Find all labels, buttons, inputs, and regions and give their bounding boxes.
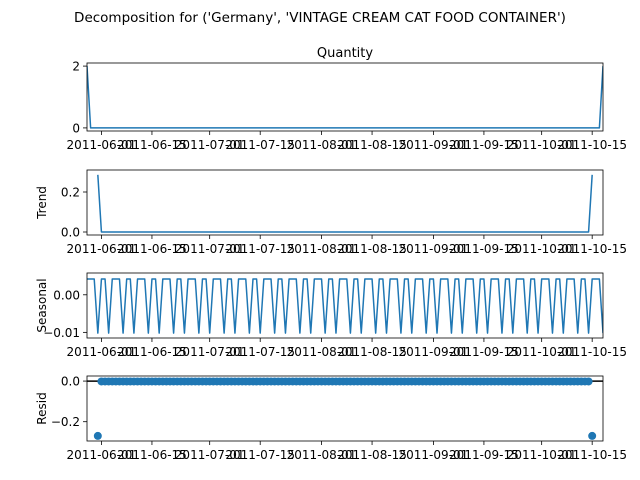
y-tick-label: 0 [72,121,80,135]
axes-frame [86,272,604,339]
y-tick-label: 0.0 [61,375,80,389]
x-tick-label: 2011-09-01 [399,138,469,152]
y-tick-label: 0.0 [61,226,80,240]
figure-title: Decomposition for ('Germany', 'VINTAGE C… [74,10,566,26]
x-tick-label: 2011-08-15 [337,242,407,256]
x-tick-label: 2011-08-01 [287,242,357,256]
x-tick-label: 2011-07-01 [175,448,245,462]
x-tick-label: 2011-07-15 [225,242,295,256]
x-tick-label: 2011-09-15 [449,242,519,256]
x-tick-label: 2011-08-15 [337,448,407,462]
x-tick-label: 2011-07-01 [175,138,245,152]
plot-area [87,66,603,129]
x-tick-label: 2011-09-15 [449,345,519,359]
x-tick-label: 2011-06-01 [67,448,137,462]
x-tick-label: 2011-08-15 [337,138,407,152]
x-tick-label: 2011-09-01 [399,242,469,256]
x-tick-label: 2011-10-01 [507,345,577,359]
trend-panel: Trend 0.0 0.2 2011-06-012011-06-152011-07-0… [35,169,627,256]
x-tick-label: 2011-10-15 [557,345,627,359]
axes-frame [86,375,604,442]
axes-frame [86,62,604,132]
quantity-panel: Quantity 0 2 2011-06-012011-06-152011-07-01… [67,46,627,152]
x-tick-label: 2011-10-01 [507,448,577,462]
x-tick-label: 2011-09-01 [399,345,469,359]
x-tick-label: 2011-10-15 [557,448,627,462]
y-tick-label: 0.2 [61,186,80,200]
y-tick-label: −0.2 [51,415,80,429]
resid-point [588,431,597,440]
x-tick-label: 2011-08-01 [287,138,357,152]
y-axis-label: Trend [35,186,49,220]
resid-point [93,431,102,440]
x-tick-label: 2011-06-15 [117,345,187,359]
x-tick-label: 2011-08-01 [287,345,357,359]
plot-area [87,278,603,334]
x-tick-label: 2011-10-15 [557,242,627,256]
x-tick-label: 2011-09-01 [399,448,469,462]
observed-line [87,66,603,129]
y-axis-label: Seasonal [35,278,49,332]
plot-area [87,377,603,440]
plot-area [97,174,593,233]
x-tick-label: 2011-07-01 [175,345,245,359]
x-tick-label: 2011-07-15 [225,345,295,359]
x-tick-label: 2011-06-01 [67,345,137,359]
x-tick-label: 2011-08-15 [337,345,407,359]
x-tick-label: 2011-06-15 [117,242,187,256]
x-tick-label: 2011-07-15 [225,448,295,462]
x-tick-label: 2011-09-15 [449,448,519,462]
x-tick-label: 2011-07-15 [225,138,295,152]
resid-panel: Resid −0.20.02011-06-012011-06-152011-07-… [35,375,627,462]
axes-frame [86,169,604,236]
x-tick-label: 2011-07-01 [175,242,245,256]
y-tick-label: 0.00 [53,288,80,302]
x-tick-label: 2011-10-15 [557,138,627,152]
y-tick-label: 2 [72,60,80,74]
x-tick-label: 2011-06-01 [67,138,137,152]
seasonal-line [87,278,603,334]
y-tick-label: −0.01 [43,326,80,340]
panel-title: Quantity [317,46,373,61]
x-tick-label: 2011-09-15 [449,138,519,152]
x-tick-label: 2011-08-01 [287,448,357,462]
trend-line [97,174,593,233]
seasonal-panel: Seasonal−0.010.002011-06-012011-06-15201… [35,272,627,359]
x-tick-label: 2011-10-01 [507,242,577,256]
y-axis-label: Resid [35,392,49,424]
x-tick-label: 2011-06-01 [67,242,137,256]
x-tick-label: 2011-06-15 [117,448,187,462]
resid-point [584,377,593,386]
x-tick-label: 2011-06-15 [117,138,187,152]
x-tick-label: 2011-10-01 [507,138,577,152]
